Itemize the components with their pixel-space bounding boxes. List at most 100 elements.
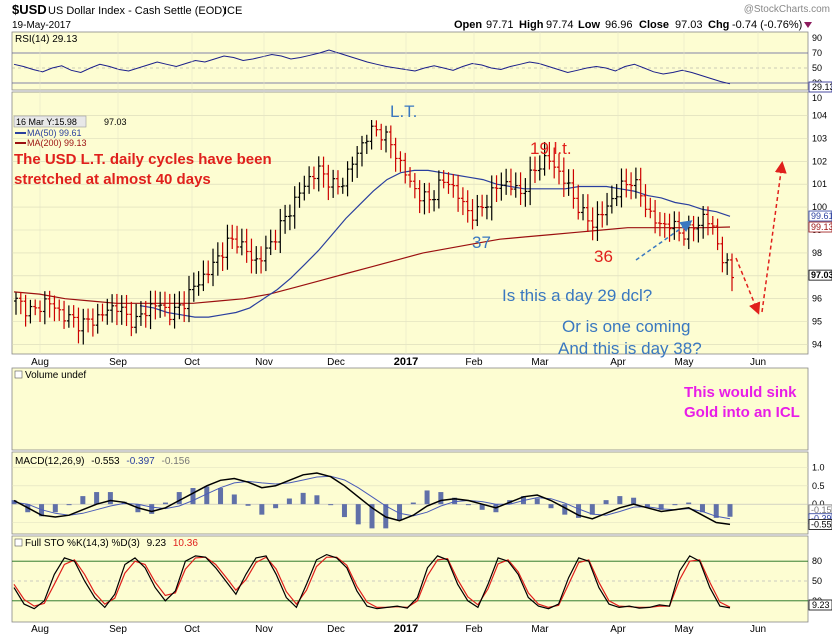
- red-dashed-arrow-down: [735, 257, 761, 315]
- ohlc-bar: [62, 300, 67, 329]
- month-label: Feb: [465, 624, 483, 635]
- rsi-gridlines: [12, 52, 808, 84]
- ohlc-bar: [81, 308, 86, 345]
- ohlc-bar: [100, 303, 105, 322]
- ohlc-bar: [638, 167, 643, 207]
- ohlc-bar: [408, 167, 413, 188]
- price-marker-label: 99.13: [811, 222, 832, 232]
- volume-panel: Volume undef This would sink Gold into a…: [11, 367, 809, 451]
- macd-hist-bar: [397, 504, 403, 521]
- month-label: Apr: [610, 357, 626, 368]
- ohlc-bar: [18, 292, 23, 315]
- ohlc-bar: [138, 301, 143, 326]
- month-label: Mar: [531, 357, 549, 368]
- ohlc-bar: [191, 272, 196, 302]
- ohlc-bar: [417, 180, 422, 214]
- ohlc-bar: [254, 246, 259, 274]
- macd-hist-bar: [534, 498, 540, 505]
- ohlc-bar: [480, 194, 485, 217]
- macd-tick-label: 1.0: [812, 463, 825, 473]
- month-label: Sep: [109, 357, 127, 368]
- month-label: Jun: [750, 357, 766, 368]
- ohlc-bar: [302, 175, 307, 201]
- note-line-1: The USD L.T. daily cycles have been: [14, 151, 272, 168]
- ohlc-bar: [508, 168, 513, 196]
- ohlc-bar: [595, 201, 600, 241]
- ohlc-bar: [571, 169, 576, 209]
- macd-value-1: -0.553: [91, 456, 120, 467]
- macd-hist-bar: [617, 496, 623, 505]
- ohlc-bar: [537, 155, 542, 181]
- cycle-36-label: 36: [594, 247, 613, 266]
- macd-hist-bar: [438, 492, 444, 505]
- ohlc-bar: [566, 169, 571, 196]
- ohlc-bar: [715, 218, 720, 251]
- lt-label: L.T.: [390, 102, 417, 121]
- macd-hist-bar: [686, 502, 692, 505]
- price-panel: 104103102101100999897969594 16 Mar Y:15.…: [11, 32, 832, 622]
- ohlc-bar: [297, 182, 302, 208]
- ohlc-bar: [259, 246, 264, 274]
- macd-hist-bar: [190, 488, 196, 505]
- ohlc-bar: [696, 216, 701, 243]
- ohlc-bar: [557, 153, 562, 185]
- rsi-tick-label: 70: [812, 48, 822, 58]
- ohlc-bar: [292, 186, 297, 229]
- macd-hist-bar: [149, 504, 155, 514]
- ohlc-bar: [105, 298, 110, 325]
- ohlc-bar: [172, 293, 177, 329]
- ohlc-bar: [335, 170, 340, 195]
- ohlc-bar: [23, 294, 28, 327]
- ohlc-readout: Open 97.71 High 97.74 Low 96.96 Close 97…: [454, 19, 812, 31]
- macd-line: [13, 472, 731, 526]
- ohlc-bar: [605, 192, 610, 226]
- sto-d-line: [13, 556, 731, 609]
- month-label: Feb: [465, 357, 483, 368]
- macd-hist-bar: [94, 492, 100, 505]
- ohlc-bar: [177, 291, 182, 320]
- ohlc-bar: [206, 260, 211, 284]
- ohlc-bar: [528, 156, 533, 206]
- ohlc-bar: [374, 120, 379, 137]
- macd-hist-bar: [80, 496, 86, 505]
- chart-date: 19-May-2017: [12, 20, 71, 31]
- ohlc-bar: [340, 177, 345, 194]
- month-label: Jun: [750, 624, 766, 635]
- macd-hist-bar: [672, 504, 678, 506]
- sto-toggle-box[interactable]: [14, 538, 23, 547]
- ohlc-bar: [475, 194, 480, 227]
- ohlc-bar: [249, 238, 254, 274]
- ohlc-bar: [278, 208, 283, 254]
- macd-hist-bar: [603, 500, 609, 505]
- macd-marker-label: -0.397: [811, 514, 832, 524]
- macd-hist-bar: [66, 504, 72, 506]
- open-value: 97.71: [486, 19, 514, 31]
- macd-hist-bar: [562, 504, 568, 515]
- ohlc-bar: [38, 300, 43, 322]
- macd-hist-bar: [314, 495, 320, 505]
- ohlc-bar: [287, 204, 292, 231]
- chart-title: US Dollar Index - Cash Settle (EOD): [48, 5, 226, 17]
- macd-hist-bar: [341, 504, 347, 518]
- price-marker-label: 99.61: [811, 211, 832, 221]
- ohlc-bar: [648, 197, 653, 219]
- cycle-37-label: 37: [472, 233, 491, 252]
- ohlc-bar: [66, 305, 71, 328]
- ohlc-bar: [153, 290, 158, 320]
- ohlc-bar: [705, 206, 710, 236]
- sto-tick-label: 80: [812, 556, 822, 566]
- price-tick-label: 96: [812, 294, 822, 304]
- price-marker-box: [808, 221, 832, 233]
- macd-markers: -0.156-0.397-0.553: [808, 504, 832, 530]
- sto-gridlines: [12, 560, 808, 602]
- ohlc-bar: [57, 299, 62, 321]
- ohlc-bar: [403, 152, 408, 184]
- down-triangle-icon: [804, 22, 812, 28]
- ohlc-bar: [167, 293, 172, 326]
- ohlc-bar: [76, 307, 81, 344]
- macd-hist-bar: [644, 504, 650, 507]
- ohlc-bar: [725, 253, 730, 275]
- sto-panel: 805020 Full STO %K(14,3) %D(3) 9.23 10.3…: [11, 535, 832, 623]
- macd-marker-label: -0.553: [811, 519, 832, 529]
- volume-toggle-box[interactable]: [14, 370, 23, 379]
